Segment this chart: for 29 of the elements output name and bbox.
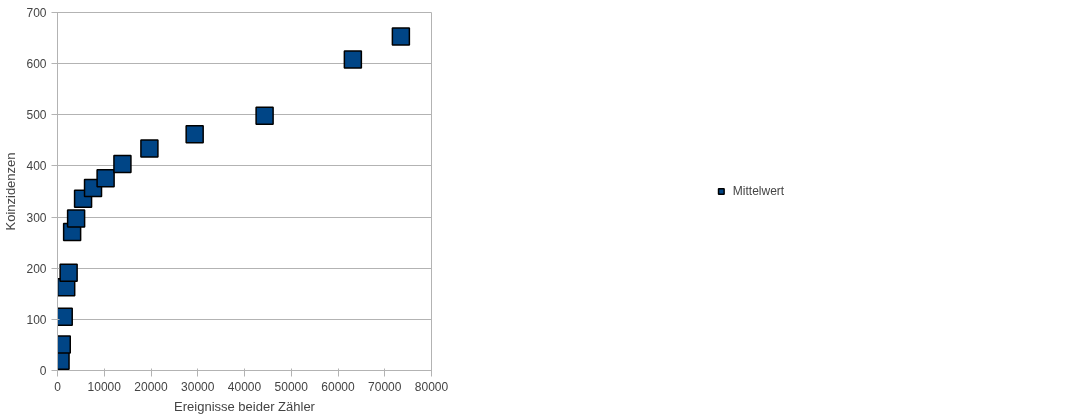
point <box>391 27 411 46</box>
x-axis-title: Ereignisse beider Zähler <box>174 398 316 414</box>
point <box>66 209 86 228</box>
x-tick-label: 70000 <box>368 379 402 394</box>
y-tick-label: 500 <box>26 108 47 123</box>
y-tick-label: 0 <box>39 364 47 378</box>
y-tick-label: 600 <box>26 57 47 72</box>
x-tick-label: 50000 <box>274 379 309 394</box>
point <box>343 50 363 69</box>
y-tick-label: 100 <box>26 312 47 327</box>
x-tick-label: 40000 <box>227 379 262 394</box>
x-tick-label: 0 <box>54 379 62 394</box>
x-tick-label: 30000 <box>181 379 215 394</box>
x-tick-label: 60000 <box>321 379 356 394</box>
point <box>140 139 159 158</box>
point <box>255 106 274 126</box>
y-tick-label: 700 <box>26 6 47 20</box>
x-tick-label: 20000 <box>134 379 169 394</box>
y-tick-label: 400 <box>26 159 47 174</box>
point <box>113 154 132 174</box>
point <box>96 168 115 188</box>
x-tick-label: 80000 <box>414 379 449 394</box>
y-axis-title: Koinzidenzen <box>3 152 19 231</box>
legend-label: Mittelwert <box>732 184 785 198</box>
point <box>59 263 78 283</box>
y-tick-label: 300 <box>26 210 47 225</box>
y-tick-label: 200 <box>26 261 47 276</box>
x-tick-label: 10000 <box>87 379 122 394</box>
point <box>185 124 204 144</box>
